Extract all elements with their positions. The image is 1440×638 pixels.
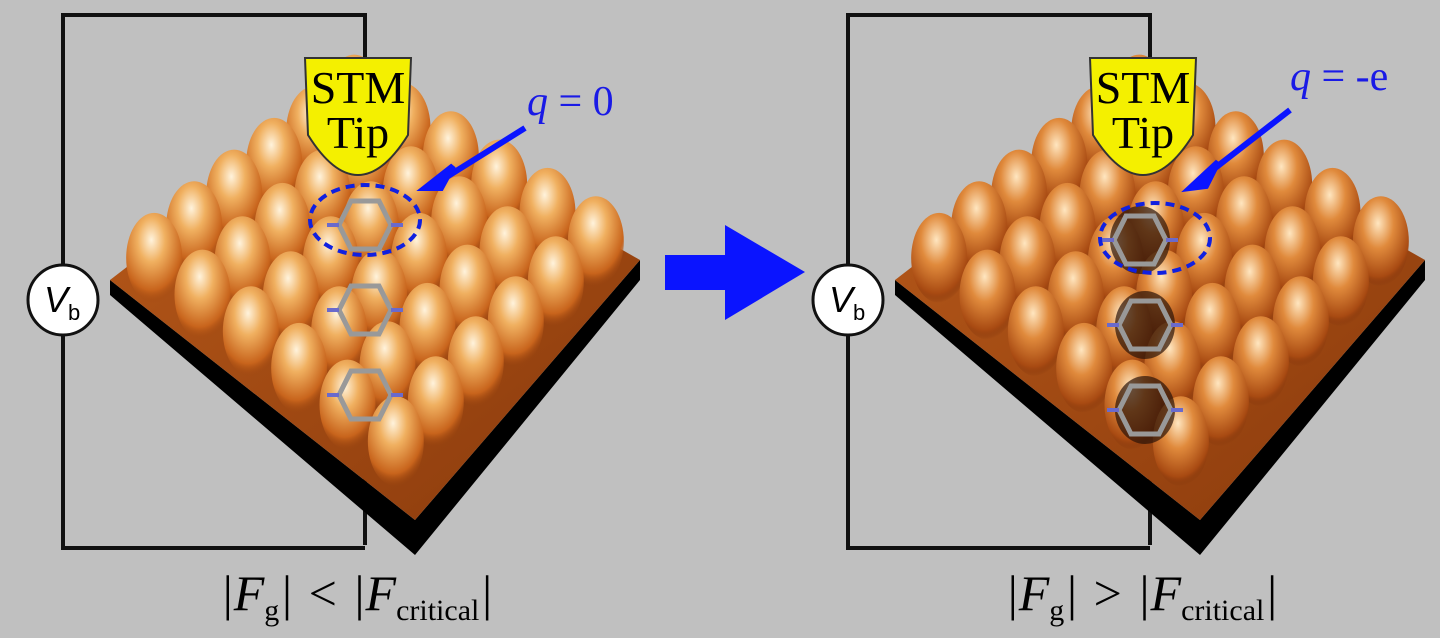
surface-peak: [1056, 322, 1113, 413]
bias-source: [811, 263, 885, 337]
charge-label: q = 0: [527, 79, 614, 125]
surface-peak: [527, 236, 584, 327]
highlight-ring: [308, 183, 422, 257]
condition-subscript: g: [1049, 594, 1064, 627]
surface-peak: [1352, 196, 1409, 287]
condition-subscript: g: [264, 594, 279, 627]
charge-label: q = -e: [1290, 54, 1388, 100]
molecule: [327, 283, 403, 337]
bias-subscript: b: [68, 300, 80, 325]
surface-peak: [271, 322, 328, 413]
transition-arrow: [665, 225, 805, 320]
tip-label: STM: [1096, 62, 1191, 113]
surface-peak: [319, 359, 376, 450]
tip-label: Tip: [327, 107, 389, 158]
charge-value: = -e: [1311, 54, 1388, 100]
surface-edge: [895, 260, 1425, 555]
bias-source: [26, 263, 100, 337]
charge-symbol: q: [1290, 54, 1311, 100]
pointer-arrow: [1208, 107, 1292, 175]
bias-subscript: b: [853, 300, 865, 325]
surface-peak: [367, 396, 424, 487]
condition-part: |: [479, 565, 493, 621]
condition-subscript: critical: [1181, 594, 1264, 627]
surface-edge: [110, 260, 640, 555]
molecule: [1107, 376, 1183, 444]
surface-peak: [407, 356, 464, 447]
surface-peak: [1232, 316, 1289, 407]
molecule: [327, 198, 403, 252]
condition-part: |: [1264, 565, 1278, 621]
tip-label: Tip: [1112, 107, 1174, 158]
surface-peak: [1312, 236, 1369, 327]
surface-peak: [1192, 356, 1249, 447]
molecule: [327, 368, 403, 422]
charge-value: = 0: [548, 79, 614, 125]
condition-part: | < |F: [279, 565, 396, 621]
bias-symbol: V: [829, 279, 856, 320]
surface-peak: [959, 249, 1016, 340]
surface-peak: [911, 212, 968, 303]
surface-peak: [222, 286, 279, 377]
surface-peak: [1272, 276, 1329, 367]
bias-label: Vb: [44, 279, 80, 325]
stm-tip: [303, 57, 413, 176]
pointer-head: [1181, 159, 1221, 193]
condition-part: | > |F: [1064, 565, 1181, 621]
molecule: [1102, 206, 1178, 274]
condition-subscript: critical: [396, 594, 479, 627]
charge-symbol: q: [527, 79, 548, 125]
molecule: [1107, 291, 1183, 359]
surface-peak: [1007, 286, 1064, 377]
condition: |Fg| > |Fcritical|: [1005, 565, 1278, 627]
stm-tip: [1088, 57, 1198, 176]
surface-peak: [174, 249, 231, 340]
surface-peak: [487, 276, 544, 367]
highlight-ring: [1098, 201, 1212, 275]
tip-label: STM: [311, 62, 406, 113]
condition-part: |F: [220, 565, 265, 621]
condition: |Fg| < |Fcritical|: [220, 565, 493, 627]
bias-symbol: V: [44, 279, 71, 320]
surface-peak: [447, 316, 504, 407]
surface-peak: [126, 212, 183, 303]
surface-peak: [567, 196, 624, 287]
bias-label: Vb: [829, 279, 865, 325]
condition-part: |F: [1005, 565, 1050, 621]
pointer-arrow: [443, 125, 527, 181]
pointer-head: [416, 163, 456, 191]
